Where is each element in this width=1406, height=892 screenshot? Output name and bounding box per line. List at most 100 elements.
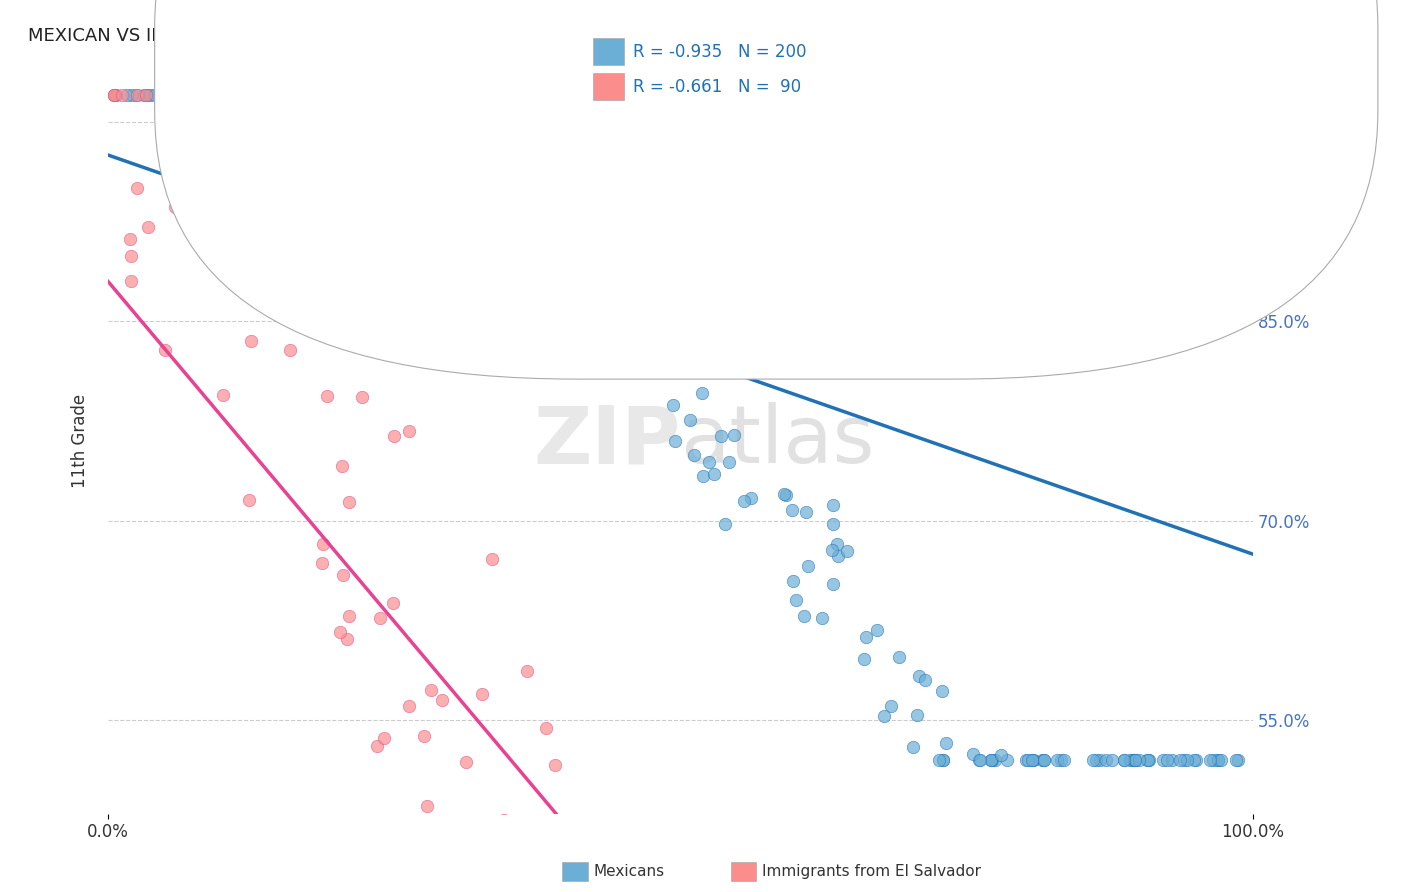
- Point: [157, 153, 180, 167]
- Point: [471, 688, 494, 702]
- Point: [1136, 753, 1159, 767]
- Point: [374, 88, 396, 103]
- Point: [292, 88, 315, 103]
- Point: [408, 88, 430, 103]
- Point: [239, 334, 262, 348]
- Point: [995, 753, 1018, 767]
- Point: [505, 93, 527, 107]
- Point: [907, 668, 929, 682]
- Point: [827, 549, 849, 563]
- Point: [278, 343, 301, 357]
- Point: [516, 664, 538, 678]
- Point: [180, 185, 202, 199]
- Point: [785, 592, 807, 607]
- Point: [330, 458, 353, 473]
- Point: [835, 544, 858, 558]
- Point: [229, 88, 252, 103]
- Point: [409, 823, 432, 838]
- Point: [297, 88, 319, 103]
- Point: [163, 88, 186, 103]
- Point: [464, 88, 486, 103]
- Point: [485, 188, 508, 202]
- Point: [315, 389, 337, 403]
- Point: [810, 611, 832, 625]
- Point: [136, 88, 159, 103]
- Point: [312, 537, 335, 551]
- Point: [156, 88, 179, 103]
- Point: [575, 145, 598, 160]
- Point: [420, 885, 443, 892]
- Point: [513, 159, 536, 173]
- Point: [172, 88, 194, 103]
- Point: [157, 88, 180, 103]
- Point: [1083, 753, 1105, 767]
- Point: [733, 494, 755, 508]
- Point: [420, 683, 443, 698]
- Point: [432, 693, 454, 707]
- Point: [637, 332, 659, 346]
- Point: [311, 556, 333, 570]
- Point: [183, 88, 205, 103]
- Point: [567, 199, 589, 213]
- Point: [1202, 753, 1225, 767]
- Point: [366, 739, 388, 754]
- Point: [127, 88, 149, 103]
- Point: [662, 398, 685, 412]
- Point: [821, 577, 844, 591]
- Point: [139, 88, 162, 103]
- Point: [373, 731, 395, 745]
- Point: [350, 390, 373, 404]
- Point: [1136, 753, 1159, 767]
- Point: [619, 298, 641, 312]
- Point: [212, 388, 235, 402]
- Point: [256, 123, 278, 137]
- Point: [1128, 753, 1150, 767]
- Point: [394, 88, 416, 103]
- Point: [703, 467, 725, 481]
- Point: [990, 747, 1012, 762]
- Point: [276, 88, 298, 103]
- Point: [855, 630, 877, 644]
- Point: [413, 729, 436, 743]
- Point: [690, 386, 713, 401]
- Point: [592, 310, 614, 324]
- Point: [104, 88, 127, 103]
- Point: [423, 88, 446, 103]
- Point: [352, 88, 374, 103]
- Point: [526, 203, 548, 218]
- Point: [125, 88, 148, 103]
- Point: [125, 181, 148, 195]
- Point: [600, 224, 623, 238]
- Point: [984, 753, 1007, 767]
- Point: [290, 308, 312, 322]
- Point: [259, 88, 281, 103]
- Point: [517, 107, 540, 121]
- Point: [596, 829, 619, 843]
- Point: [981, 753, 1004, 767]
- Point: [1119, 753, 1142, 767]
- Point: [446, 98, 468, 112]
- Point: [200, 88, 222, 103]
- Point: [382, 429, 405, 443]
- Point: [1137, 753, 1160, 767]
- Point: [339, 495, 361, 509]
- Point: [305, 88, 328, 103]
- Point: [170, 88, 193, 103]
- Point: [1121, 753, 1143, 767]
- Point: [263, 88, 285, 103]
- Point: [233, 88, 256, 103]
- Point: [928, 753, 950, 767]
- Point: [657, 347, 679, 361]
- Point: [664, 434, 686, 448]
- Point: [461, 128, 484, 142]
- Point: [932, 753, 955, 767]
- Point: [516, 863, 538, 877]
- Point: [823, 516, 845, 531]
- Point: [740, 491, 762, 505]
- Point: [484, 215, 506, 229]
- Point: [873, 709, 896, 723]
- Point: [1022, 753, 1045, 767]
- Point: [586, 229, 609, 244]
- Point: [454, 88, 477, 103]
- Point: [710, 429, 733, 443]
